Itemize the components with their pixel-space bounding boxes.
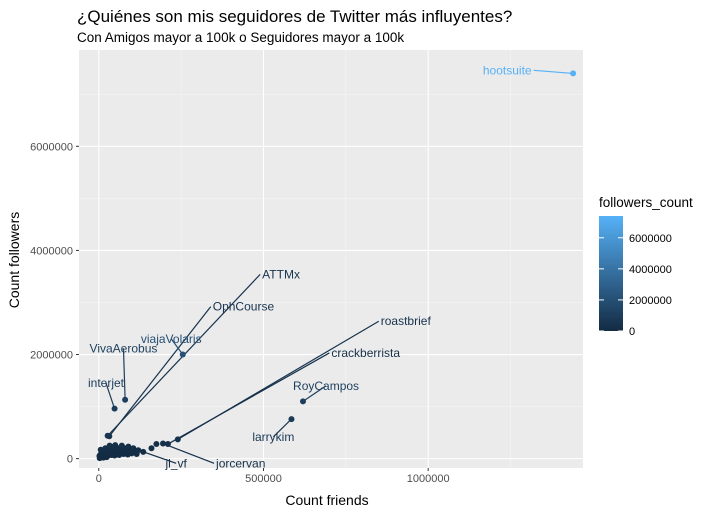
point-labels: hootsuite ATTMx OphCourse viajaVolarisVivaA… bbox=[88, 63, 532, 470]
data-point-hootsuite bbox=[570, 70, 577, 77]
plot-panel bbox=[79, 50, 583, 468]
legend-tick-label: 4000000 bbox=[629, 264, 672, 276]
data-point-jorcervan bbox=[160, 440, 166, 447]
chart-subtitle: Con Amigos mayor a 100k o Seguidores may… bbox=[77, 30, 404, 45]
label-segment bbox=[167, 352, 330, 445]
point-label: larrykim bbox=[252, 430, 294, 444]
point-label: hootsuite bbox=[483, 63, 532, 77]
x-tick-label: 0 bbox=[96, 473, 102, 485]
label-segment bbox=[533, 69, 574, 75]
label-segment bbox=[105, 382, 116, 409]
data-point-roastbrief bbox=[174, 436, 181, 443]
data-point-OphCourse bbox=[106, 433, 113, 440]
point-label: RoyCampos bbox=[293, 379, 359, 393]
data-point bbox=[103, 454, 110, 461]
label-segment bbox=[272, 418, 292, 438]
label-segment bbox=[108, 306, 212, 437]
point-label: jorcervan bbox=[215, 456, 265, 470]
data-point-interjet bbox=[111, 405, 118, 412]
point-label: viajaVolaris bbox=[141, 332, 202, 346]
chart-title: ¿Quiénes son mis seguidores de Twitter m… bbox=[77, 7, 512, 26]
label-segment bbox=[170, 338, 184, 355]
data-point bbox=[97, 446, 104, 453]
data-point-viajaVolaris bbox=[179, 351, 186, 358]
data-points bbox=[96, 70, 577, 462]
data-point-larrykim bbox=[288, 416, 295, 423]
data-point-RoyCampos bbox=[300, 398, 306, 405]
y-axis-title: Count followers bbox=[6, 212, 22, 309]
legend-tick-label: 2000000 bbox=[629, 295, 672, 307]
y-tick-label: 2000000 bbox=[30, 350, 73, 362]
legend-tick-label: 0 bbox=[629, 326, 635, 338]
y-tick-label: 0 bbox=[67, 454, 73, 466]
legend-tick-label: 6000000 bbox=[629, 233, 672, 245]
data-point-VivaAerobus bbox=[122, 396, 129, 403]
label-segment bbox=[122, 348, 126, 400]
data-point bbox=[135, 447, 142, 454]
data-point-crackberrista bbox=[164, 441, 171, 448]
legend-colorbar bbox=[599, 216, 623, 331]
data-point bbox=[153, 441, 160, 448]
x-axis-title: Count friends bbox=[285, 492, 368, 508]
grid-minor bbox=[79, 50, 583, 468]
y-tick-label: 4000000 bbox=[30, 245, 73, 257]
label-segment bbox=[162, 442, 215, 464]
x-axis-ticks: 0 500000 1000000 bbox=[96, 468, 450, 485]
data-point-jl_vf bbox=[140, 448, 147, 455]
point-label: crackberrista bbox=[331, 346, 400, 360]
label-segment bbox=[302, 385, 327, 402]
point-label: ATTMx bbox=[262, 267, 300, 281]
data-point bbox=[148, 445, 155, 452]
x-tick-label: 500000 bbox=[245, 473, 282, 485]
legend: followers_count 0 2000000 4000000 6000000 bbox=[599, 195, 693, 338]
point-label: VivaAerobus bbox=[90, 341, 158, 355]
y-axis-ticks: 0 2000000 4000000 6000000 bbox=[30, 141, 79, 466]
label-segment bbox=[143, 451, 177, 464]
legend-title: followers_count bbox=[599, 195, 693, 210]
point-label: roastbrief bbox=[381, 314, 432, 328]
y-tick-label: 6000000 bbox=[30, 141, 73, 153]
point-label: jl_vf bbox=[165, 456, 188, 470]
x-tick-label: 1000000 bbox=[407, 473, 450, 485]
legend-ticks: 0 2000000 4000000 6000000 bbox=[599, 233, 672, 338]
point-label: interjet bbox=[88, 376, 125, 390]
data-point bbox=[125, 443, 132, 450]
point-label: OphCourse bbox=[213, 300, 275, 314]
